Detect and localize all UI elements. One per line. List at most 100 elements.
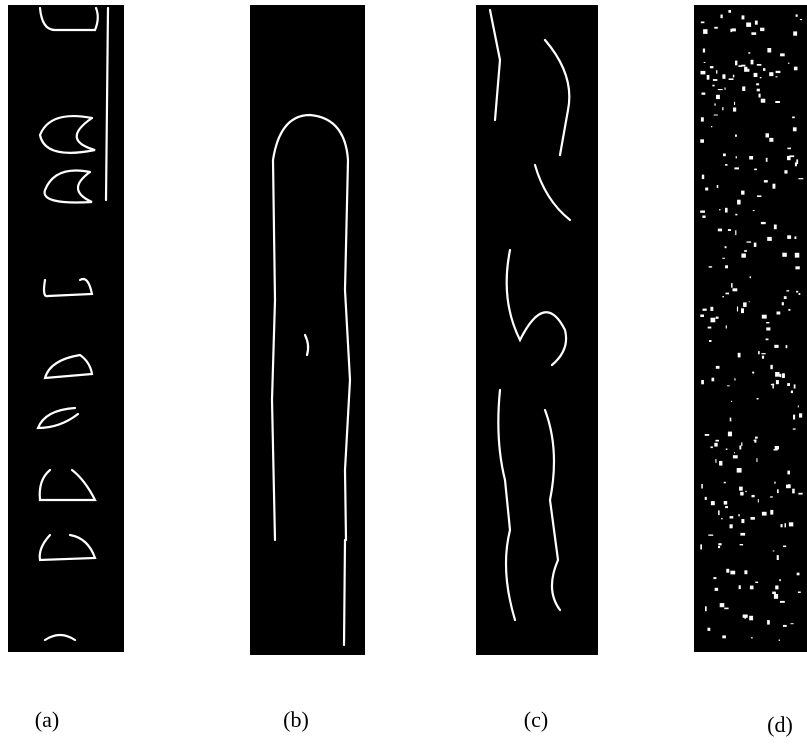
speckle (702, 175, 704, 180)
speckle (718, 89, 723, 90)
speckle (754, 243, 757, 247)
speckle (708, 535, 713, 536)
speckle (728, 432, 732, 437)
speckle (721, 518, 722, 520)
speckle (722, 296, 724, 297)
speckle (766, 327, 770, 330)
speckle (709, 266, 713, 267)
speckle (734, 102, 735, 105)
speckle (735, 61, 737, 66)
speckle (793, 127, 797, 131)
speckle (762, 315, 767, 319)
speckle (738, 65, 741, 67)
speckle (724, 501, 728, 505)
speckle (783, 546, 786, 548)
speckle (764, 180, 768, 182)
speckle (755, 437, 758, 439)
speckle (796, 291, 798, 293)
speckle (726, 293, 730, 295)
speckle (746, 23, 751, 27)
speckle (799, 413, 802, 417)
speckle (788, 484, 790, 486)
speckle (730, 524, 733, 528)
speckle (712, 378, 715, 382)
speckle (774, 449, 778, 451)
speckle (728, 229, 731, 231)
speckle (797, 573, 800, 576)
speckle (731, 401, 732, 402)
speckle (739, 446, 741, 450)
speckle (724, 482, 726, 484)
speckle (784, 170, 787, 173)
speckle (769, 72, 773, 76)
speckle (773, 184, 776, 189)
speckle (744, 67, 747, 72)
speckle (743, 615, 748, 618)
speckle (749, 156, 753, 160)
speckle (785, 523, 787, 527)
speckle (730, 516, 734, 518)
speckle (777, 555, 779, 560)
speckle (776, 76, 778, 77)
speckle (725, 208, 728, 213)
speckle (738, 514, 740, 516)
speckle (776, 71, 781, 73)
speckle (731, 283, 733, 288)
speckle (772, 592, 776, 594)
speckle (725, 265, 728, 268)
speckle (794, 67, 798, 71)
speckle (702, 216, 705, 218)
speckle (737, 468, 742, 473)
speckle (787, 235, 791, 239)
panel-label: (a) (35, 707, 59, 732)
speckle (751, 517, 755, 520)
speckle (705, 497, 707, 500)
speckle (792, 117, 795, 119)
speckle (700, 315, 704, 318)
speckle (741, 254, 746, 258)
speckle (766, 133, 770, 137)
speckle (741, 442, 742, 446)
speckle (719, 461, 722, 466)
speckle (775, 446, 779, 449)
speckle (741, 191, 744, 195)
speckle (766, 158, 768, 162)
speckle (779, 579, 781, 581)
speckle (761, 353, 765, 354)
speckle (791, 391, 793, 394)
speckle (707, 75, 710, 80)
speckle (767, 237, 772, 241)
speckle (760, 77, 762, 78)
speckle (726, 325, 727, 328)
panel-label: (c) (524, 707, 548, 732)
speckle (719, 209, 721, 210)
speckle (740, 544, 744, 545)
speckle (708, 327, 712, 329)
speckle (780, 374, 782, 377)
speckle (711, 126, 712, 127)
speckle (704, 62, 706, 63)
speckle (711, 501, 715, 505)
speckle (725, 246, 727, 248)
speckle (793, 415, 795, 420)
speckle (725, 164, 727, 166)
speckle (703, 309, 707, 311)
speckle (751, 32, 756, 35)
speckle (733, 108, 736, 112)
speckle (752, 495, 755, 497)
speckle (773, 550, 775, 551)
speckle (701, 117, 704, 121)
speckle (798, 178, 803, 179)
speckle (757, 64, 762, 66)
speckle (761, 99, 766, 103)
speckle (739, 585, 741, 589)
speckle (774, 345, 778, 348)
speckle (730, 571, 735, 575)
speckle (730, 29, 732, 32)
speckle (758, 499, 759, 503)
speckle (774, 482, 775, 484)
speckle (769, 138, 773, 142)
speckle (734, 378, 735, 380)
speckle (722, 258, 725, 259)
speckle (725, 88, 726, 90)
